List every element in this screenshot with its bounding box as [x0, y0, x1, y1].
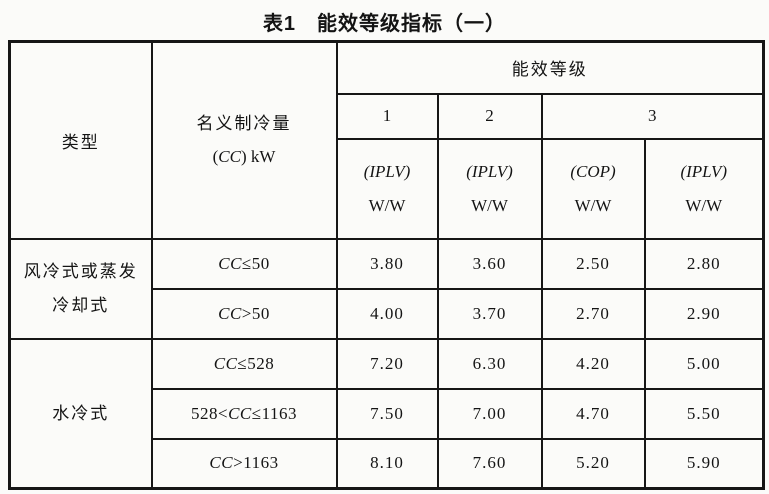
capacity-condition: CC≤50 [150, 237, 338, 290]
value-cell: 7.50 [335, 387, 439, 440]
table-row: 水冷式 CC≤528 7.20 6.30 4.20 5.00 [8, 337, 765, 490]
value-cell: 2.50 [540, 237, 646, 290]
energy-efficiency-table: 类型 名义制冷量 (CC) kW 能效等级 1 2 3 (IPLV) W/W (… [8, 40, 765, 490]
header-grade: 能效等级 [335, 40, 765, 95]
metric-unit: W/W [471, 195, 508, 215]
header-row-grade: 类型 名义制冷量 (CC) kW 能效等级 [8, 40, 765, 240]
metric-unit: W/W [368, 195, 406, 215]
metric-unit: W/W [574, 195, 612, 215]
capacity-condition: CC≤528 [150, 337, 338, 390]
cc-variable: CC [218, 253, 242, 273]
table-row: 528<CC≤1163 7.50 7.00 4.70 5.50 [10, 387, 765, 440]
value-cell: 5.50 [643, 387, 765, 440]
value-cell: 2.80 [643, 237, 765, 290]
value-cell: 3.70 [436, 287, 543, 340]
value-cell: 2.70 [540, 287, 646, 340]
value-cell: 6.30 [436, 337, 543, 390]
cc-variable: CC [228, 403, 252, 423]
value-cell: 4.00 [335, 287, 439, 340]
metric-name: (COP) [570, 162, 616, 182]
table-row: CC>1163 8.10 7.60 5.20 5.90 [10, 437, 765, 490]
metric-header: (COP) W/W [540, 137, 646, 240]
table-row: 风冷式或蒸发 冷却式 CC≤50 3.80 3.60 2.50 2.80 [8, 237, 765, 340]
row-group-type-water-cooled: 水冷式 [8, 337, 153, 490]
capacity-unit: (CC) kW [212, 147, 276, 167]
value-cell: 3.80 [335, 237, 439, 290]
value-cell: 5.00 [643, 337, 765, 390]
value-cell: 4.70 [540, 387, 646, 440]
metric-name: (IPLV) [363, 162, 411, 182]
metric-header: (IPLV) W/W [643, 137, 765, 240]
cc-variable: CC [213, 353, 238, 373]
header-row-grade-numbers: 1 2 3 [10, 92, 765, 140]
value-cell: 8.10 [335, 437, 439, 490]
metric-unit: W/W [685, 195, 723, 215]
grade-2-header: 2 [436, 92, 543, 140]
value-cell: 7.20 [335, 337, 439, 390]
cc-variable: CC [209, 453, 234, 473]
metric-header: (IPLV) W/W [436, 137, 543, 240]
capacity-condition: 528<CC≤1163 [150, 387, 338, 440]
capacity-condition: CC>1163 [150, 437, 338, 490]
header-type: 类型 [8, 40, 153, 240]
capacity-condition: CC>50 [150, 287, 338, 340]
metric-header: (IPLV) W/W [335, 137, 439, 240]
cc-variable: CC [218, 303, 242, 323]
row-group-type-air-cooled: 风冷式或蒸发 冷却式 [8, 237, 153, 340]
value-cell: 4.20 [540, 337, 646, 390]
grade-1-header: 1 [335, 92, 439, 140]
table-row: CC>50 4.00 3.70 2.70 2.90 [10, 287, 765, 340]
value-cell: 2.90 [643, 287, 765, 340]
grade-3-header: 3 [540, 92, 765, 140]
value-cell: 3.60 [436, 237, 543, 290]
header-row-metrics: (IPLV) W/W (IPLV) W/W (COP) W/W (IPLV) W… [10, 137, 765, 240]
metric-name: (IPLV) [466, 162, 513, 182]
metric-name: (IPLV) [680, 162, 728, 182]
value-cell: 7.60 [436, 437, 543, 490]
value-cell: 7.00 [436, 387, 543, 440]
header-capacity: 名义制冷量 (CC) kW [150, 40, 338, 240]
table-caption: 表1 能效等级指标（一） [262, 13, 507, 35]
capacity-label: 名义制冷量 [196, 114, 292, 134]
value-cell: 5.90 [643, 437, 765, 490]
cc-variable: CC [218, 147, 241, 167]
value-cell: 5.20 [540, 437, 646, 490]
